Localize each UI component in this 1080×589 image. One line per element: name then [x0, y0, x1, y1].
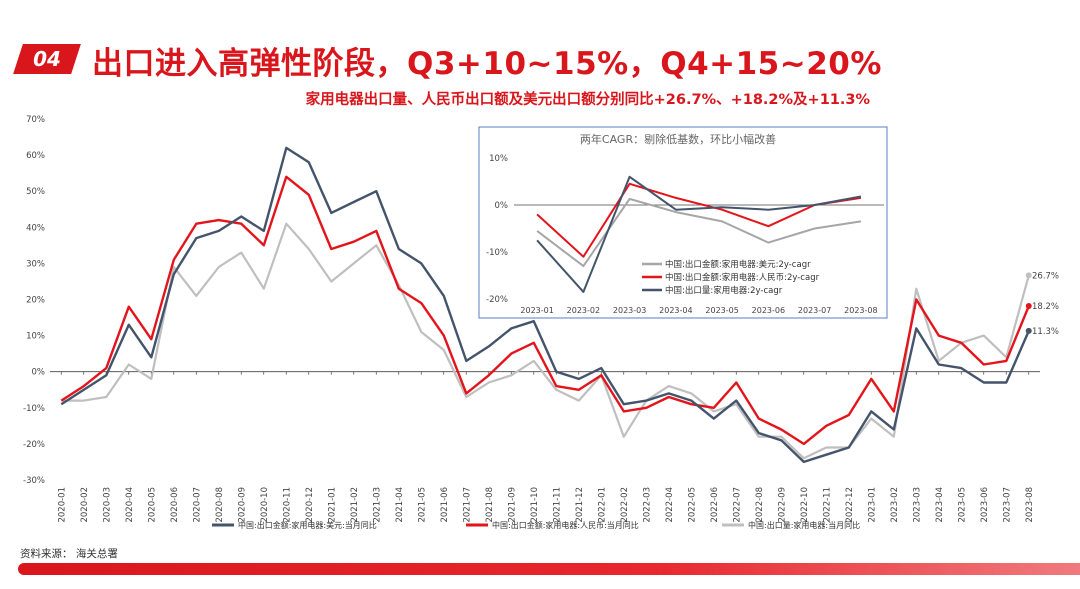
data-source: 资料来源： 海关总署	[20, 548, 118, 560]
x-tick-label: 2020-11	[282, 487, 292, 523]
x-tick-label: 2022-11	[822, 487, 832, 523]
x-tick-label: 2022-08	[755, 487, 765, 523]
inset-series-line-0	[536, 197, 862, 268]
x-tick-label: 2020-08	[215, 487, 225, 523]
y-tick-label: 40%	[26, 223, 45, 233]
legend-label: 中国:出口金额:家用电器:美元:当月同比	[238, 520, 377, 530]
page-title: 出口进入高弹性阶段，Q3+10~15%，Q4+15~20%	[92, 46, 882, 82]
x-tick-label: 2022-03	[642, 487, 652, 523]
x-tick-label: 2022-12	[845, 487, 855, 523]
y-tick-label: 30%	[26, 259, 45, 269]
x-tick-label: 2021-12	[575, 487, 585, 523]
x-tick-label: 2021-02	[350, 487, 360, 523]
inset-x-tick-label: 2023-04	[659, 306, 692, 315]
section-badge: 04	[13, 44, 81, 74]
y-tick-label: 10%	[26, 332, 45, 342]
x-tick-label: 2023-01	[867, 487, 877, 523]
inset-y-tick-label: -10%	[486, 248, 508, 258]
inset-x-tick-label: 2023-06	[752, 306, 785, 315]
inset-series-line-1	[536, 182, 862, 258]
x-tick-label: 2020-07	[192, 487, 202, 523]
y-tick-label: -20%	[23, 440, 45, 450]
x-tick-label: 2022-06	[710, 487, 720, 523]
x-tick-label: 2020-12	[305, 487, 315, 523]
x-tick-label: 2023-07	[1002, 487, 1012, 523]
x-tick-label: 2021-03	[372, 487, 382, 523]
x-tick-label: 2021-09	[507, 487, 517, 523]
y-tick-label: -10%	[23, 404, 45, 414]
x-tick-label: 2021-07	[462, 487, 472, 523]
inset-legend-label: 中国:出口金额:家用电器:美元:2y-cagr	[665, 259, 811, 270]
x-tick-label: 2023-06	[980, 487, 990, 523]
y-tick-label: 20%	[26, 296, 45, 306]
x-tick-label: 2021-06	[440, 487, 450, 523]
x-tick-label: 2022-09	[777, 487, 787, 523]
inset-y-tick-label: 0%	[495, 201, 509, 211]
x-tick-label: 2020-05	[147, 487, 157, 523]
series-line-1	[60, 175, 1030, 446]
end-value-label: 18.2%	[1032, 302, 1059, 312]
inset-x-tick-label: 2023-03	[613, 306, 646, 315]
x-tick-label: 2020-02	[80, 487, 90, 523]
inset-title: 两年CAGR：剔除低基数，环比小幅改善	[580, 132, 776, 146]
x-tick-label: 2020-09	[237, 487, 247, 523]
section-number: 04	[33, 47, 61, 71]
x-tick-label: 2021-05	[417, 487, 427, 523]
x-tick-label: 2020-03	[102, 487, 112, 523]
series-end-point-1	[1025, 302, 1032, 309]
x-tick-label: 2023-05	[957, 487, 967, 523]
x-tick-label: 2020-06	[170, 487, 180, 523]
x-tick-label: 2021-08	[485, 487, 495, 523]
y-tick-label: 60%	[26, 151, 45, 161]
x-tick-label: 2022-05	[687, 487, 697, 523]
series-end-point-2	[1025, 272, 1032, 279]
y-tick-label: 50%	[26, 187, 45, 197]
inset-y-tick-label: -20%	[486, 295, 508, 305]
inset-x-tick-label: 2023-05	[705, 306, 738, 315]
footer-bar	[18, 563, 1080, 575]
inset-x-tick-label: 2023-01	[520, 306, 553, 315]
x-tick-label: 2023-02	[890, 487, 900, 523]
inset-y-tick-label: 10%	[489, 154, 508, 164]
x-tick-label: 2021-04	[395, 487, 405, 523]
page-subtitle: 家用电器出口量、人民币出口额及美元出口额分别同比+26.7%、+18.2%及+1…	[305, 92, 870, 108]
inset-x-tick-label: 2023-02	[567, 306, 600, 315]
x-tick-label: 2022-02	[620, 487, 630, 523]
y-tick-label: 70%	[26, 115, 45, 125]
x-tick-label: 2020-04	[125, 487, 135, 523]
x-tick-label: 2022-01	[597, 487, 607, 523]
series-line-2	[61, 222, 1030, 460]
series-line-0	[60, 146, 1030, 464]
y-tick-label: 0%	[32, 368, 46, 378]
x-tick-label: 2020-01	[57, 487, 67, 523]
series-end-point-0	[1025, 327, 1032, 334]
inset-legend-label: 中国:出口金额:家用电器:人民币:2y-cagr	[665, 272, 820, 283]
y-tick-label: -30%	[23, 476, 45, 486]
x-tick-label: 2023-04	[935, 487, 945, 523]
inset-x-tick-label: 2023-08	[844, 306, 877, 315]
x-tick-label: 2022-10	[800, 487, 810, 523]
inset-legend-label: 中国:出口量:家用电器:2y-cagr	[665, 285, 783, 296]
end-value-label: 26.7%	[1032, 271, 1059, 281]
x-tick-label: 2021-01	[327, 487, 337, 523]
x-tick-label: 2023-03	[912, 487, 922, 523]
inset-x-tick-label: 2023-07	[798, 306, 831, 315]
legend-label: 中国:出口量:家用电器:当月同比	[748, 520, 860, 530]
x-tick-label: 2021-10	[530, 487, 540, 523]
end-value-label: 11.3%	[1032, 327, 1059, 337]
x-tick-label: 2023-08	[1025, 487, 1035, 523]
x-tick-label: 2020-10	[260, 487, 270, 523]
x-tick-label: 2021-11	[552, 487, 562, 523]
x-tick-label: 2022-07	[732, 487, 742, 523]
legend-label: 中国:出口金额:家用电器:人民币:当月同比	[492, 520, 639, 530]
x-tick-label: 2022-04	[665, 487, 675, 523]
inset-series-line-2	[536, 175, 862, 293]
